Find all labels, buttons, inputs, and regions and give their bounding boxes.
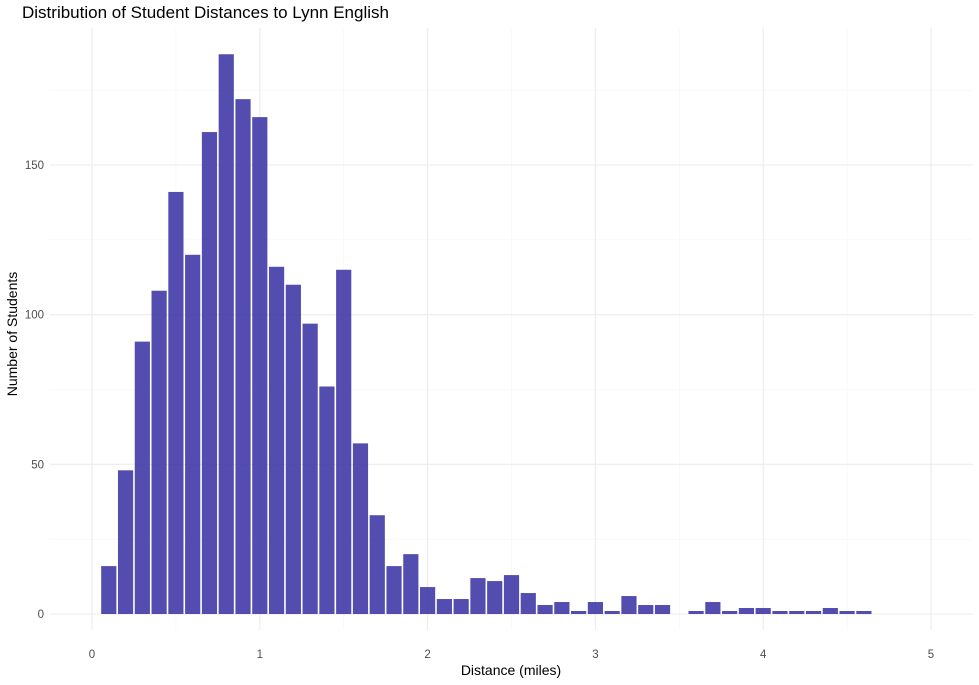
histogram-bar (319, 386, 335, 614)
histogram-bar (621, 596, 637, 614)
histogram-bar (738, 608, 755, 614)
x-tick-label: 4 (760, 649, 767, 661)
histogram-bar (285, 284, 301, 614)
x-tick-label: 3 (592, 649, 598, 661)
histogram-bar (772, 611, 788, 614)
histogram-bar (487, 581, 503, 614)
histogram-bar (789, 611, 805, 614)
histogram-bar (654, 605, 671, 614)
x-axis-ticks: 0 1 2 3 4 5 (89, 649, 934, 661)
x-tick-label: 0 (89, 649, 95, 661)
histogram-bar (839, 611, 855, 614)
histogram-bar (554, 602, 570, 614)
histogram-bar (638, 605, 654, 614)
chart-title: Distribution of Student Distances to Lyn… (22, 3, 389, 22)
y-axis-ticks: 0 50 100 150 (25, 160, 44, 621)
histogram-bar (101, 566, 117, 614)
histogram-bar (805, 611, 822, 614)
histogram-bar (252, 117, 268, 615)
histogram-bar (436, 599, 452, 614)
y-tick-label: 100 (25, 310, 44, 322)
histogram-bar (822, 608, 838, 614)
histogram-bar (403, 554, 419, 614)
y-tick-label: 150 (25, 160, 44, 172)
histogram-bar (235, 99, 251, 614)
histogram-bar (537, 605, 553, 614)
histogram-bar (587, 602, 603, 614)
histogram-bar (604, 611, 620, 614)
histogram-bar (386, 566, 402, 614)
y-tick-label: 50 (31, 459, 44, 471)
x-tick-label: 5 (928, 649, 934, 661)
histogram-bar (688, 611, 704, 614)
histogram-bar (571, 611, 587, 614)
histogram-bar (268, 266, 285, 614)
histogram-bar (369, 515, 385, 614)
histogram-bar (352, 443, 369, 614)
histogram-bar (134, 341, 150, 614)
x-axis-label: Distance (miles) (461, 662, 561, 678)
histogram-bar (520, 593, 536, 614)
histogram-bar (470, 578, 486, 614)
histogram-bar (185, 254, 201, 615)
histogram-bar (453, 599, 469, 614)
histogram-bar (218, 54, 234, 615)
bars (101, 54, 872, 615)
y-axis-label: Number of Students (4, 272, 20, 397)
histogram-bar (201, 132, 218, 614)
histogram-bar (755, 608, 771, 614)
histogram-bar (336, 269, 352, 614)
x-tick-label: 1 (257, 649, 263, 661)
histogram-bar (168, 191, 184, 614)
histogram-bar (705, 602, 721, 614)
x-tick-label: 2 (424, 649, 430, 661)
histogram-bar (722, 611, 738, 614)
histogram-bar (302, 323, 318, 614)
histogram-bar (151, 290, 167, 614)
histogram-bar (856, 611, 872, 614)
histogram-bar (117, 470, 134, 614)
histogram-bar (420, 587, 436, 614)
histogram-bar (503, 575, 520, 614)
y-tick-label: 0 (38, 609, 44, 621)
